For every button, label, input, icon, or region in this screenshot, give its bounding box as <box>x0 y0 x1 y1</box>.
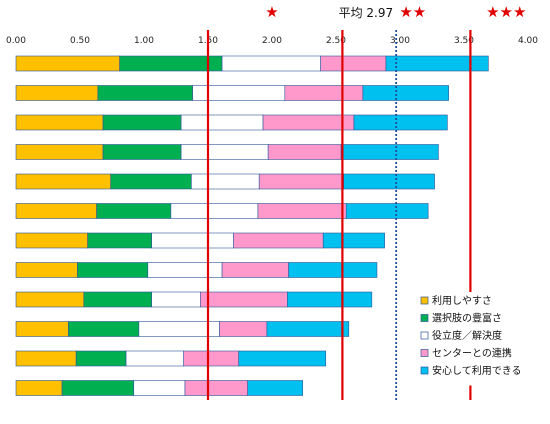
bar-segment <box>96 203 172 219</box>
bar-segment <box>340 144 439 160</box>
bar-segment <box>15 321 69 337</box>
bar-segment <box>191 173 260 190</box>
legend-label: 選択肢の豊富さ <box>432 312 502 325</box>
bar-segment <box>102 114 182 131</box>
bar-segment <box>151 291 201 308</box>
legend-swatch <box>420 349 429 357</box>
bar-segment <box>125 350 184 367</box>
x-tick-label: 4.00 <box>518 36 538 46</box>
legend-label: センターとの連携 <box>432 347 512 360</box>
bar-segment <box>221 262 289 278</box>
star-mark: ★★ <box>399 3 426 21</box>
bar-segment <box>258 173 344 190</box>
legend-swatch <box>420 366 429 375</box>
bar-segment <box>97 85 193 101</box>
bar-segment <box>284 85 364 101</box>
x-tick-label: 0.00 <box>6 36 26 46</box>
bar-segment <box>221 55 321 72</box>
bar-segment <box>15 262 78 278</box>
bar-segment <box>353 114 448 131</box>
bar-segment <box>180 144 269 160</box>
bar-segment <box>110 173 192 190</box>
average-label: 平均 2.97 <box>339 6 394 20</box>
bar-segment <box>61 380 135 396</box>
bar-segment <box>219 321 268 337</box>
bar-segment <box>184 380 248 396</box>
bar-segment <box>257 203 347 219</box>
bar-segment <box>151 232 234 249</box>
legend-label: 安心して利用できる <box>432 364 522 377</box>
bar-segment <box>200 291 288 308</box>
bar-segment <box>183 350 240 367</box>
bar-segment <box>15 291 85 308</box>
bar-segment <box>15 380 63 396</box>
bar-segment <box>15 173 112 190</box>
bar-segment <box>345 203 429 219</box>
bar-segment <box>15 144 104 160</box>
bar-segment <box>75 350 127 367</box>
bar-segment <box>102 144 182 160</box>
bar-segment <box>15 55 120 72</box>
legend-background <box>415 292 527 386</box>
bar-segment <box>15 114 104 131</box>
bar-segment <box>15 232 88 249</box>
bar-segment <box>170 203 259 219</box>
bar-segment <box>15 85 99 101</box>
bar-segment <box>15 350 77 367</box>
bar-segment <box>147 262 223 278</box>
legend-label: 利用しやすさ <box>432 295 492 307</box>
star-mark: ★★★ <box>486 3 526 21</box>
bar-segment <box>287 291 373 308</box>
bar-segment <box>385 55 489 72</box>
bar-segment <box>180 114 264 131</box>
star-mark: ★ <box>265 3 278 21</box>
bar-segment <box>343 173 435 190</box>
bar-segment <box>247 380 304 396</box>
x-tick-label: 2.00 <box>262 36 282 46</box>
bar-segment <box>233 232 324 249</box>
legend-label: 役立度／解決度 <box>432 329 502 342</box>
bar-segment <box>119 55 223 72</box>
bar-segment <box>15 203 97 219</box>
bar-segment <box>192 85 286 101</box>
bar-segment <box>362 85 449 101</box>
x-tick-label: 3.50 <box>454 36 474 46</box>
bar-segment <box>262 114 355 131</box>
bar-segment <box>288 262 378 278</box>
bar-segment <box>68 321 140 337</box>
x-tick-label: 3.00 <box>390 36 410 46</box>
bar-segment <box>238 350 327 367</box>
bar-segment <box>77 262 149 278</box>
bar-segment <box>83 291 152 308</box>
bar-segment <box>87 232 152 249</box>
bar-segment <box>266 321 350 337</box>
x-tick-label: 2.50 <box>326 36 346 46</box>
bar-segment <box>267 144 342 160</box>
legend-swatch <box>420 296 429 305</box>
bar-segment <box>320 55 387 72</box>
legend-swatch <box>420 331 429 340</box>
bar-segment <box>133 380 186 396</box>
legend-swatch <box>420 314 429 322</box>
x-tick-label: 0.50 <box>70 36 90 46</box>
x-tick-label: 1.00 <box>134 36 154 46</box>
bar-segment <box>322 232 385 249</box>
